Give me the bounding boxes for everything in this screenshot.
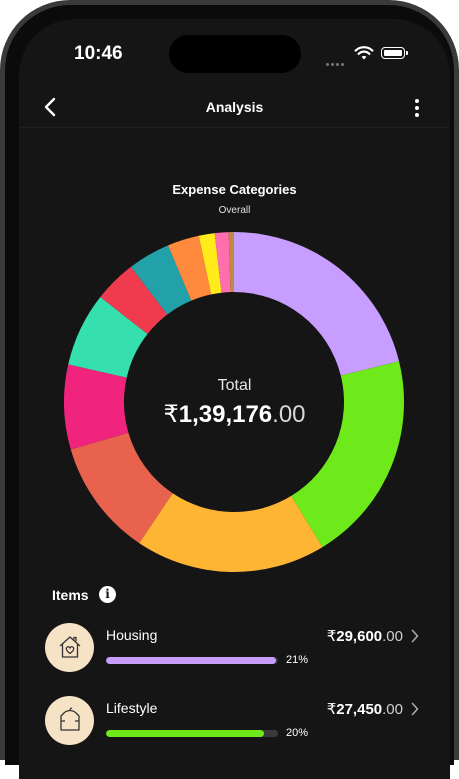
item-currency: ₹ bbox=[326, 628, 337, 645]
donut-slice-12[interactable] bbox=[228, 232, 234, 293]
nav-bar: Analysis bbox=[19, 89, 450, 128]
status-bar: 10:46 bbox=[19, 19, 450, 89]
progress-bar bbox=[106, 730, 278, 737]
donut-slice-5[interactable] bbox=[64, 364, 129, 450]
item-currency: ₹ bbox=[326, 701, 337, 718]
donut-slice-11[interactable] bbox=[214, 232, 231, 293]
shirt-icon bbox=[60, 707, 80, 731]
phone-bezel: 10:46 Analysis Expense Categories Overal… bbox=[5, 5, 454, 779]
donut-slice-8[interactable] bbox=[130, 245, 192, 315]
chart-title: Expense Categories bbox=[172, 182, 297, 197]
donut-slice-7[interactable] bbox=[100, 266, 168, 335]
item-amount: ₹27,450.00 bbox=[327, 700, 403, 718]
item-amount-integer: 29,600 bbox=[336, 628, 383, 645]
total-integer: 1,39,176 bbox=[178, 401, 273, 428]
progress-bar bbox=[106, 657, 278, 664]
donut-slice-9[interactable] bbox=[168, 235, 212, 301]
donut-chart[interactable] bbox=[63, 231, 405, 573]
progress-fill bbox=[106, 730, 265, 737]
item-amount-integer: 27,450 bbox=[336, 701, 383, 718]
donut-slice-6[interactable] bbox=[68, 296, 148, 378]
item-name: Housing bbox=[106, 627, 158, 643]
item-percent: 20% bbox=[286, 727, 309, 739]
item-amount: ₹29,600.00 bbox=[327, 627, 403, 645]
screen: 10:46 Analysis Expense Categories Overal… bbox=[19, 19, 450, 779]
progress-fill bbox=[106, 657, 277, 664]
item-amount-decimal: .00 bbox=[382, 628, 403, 645]
dynamic-island bbox=[169, 35, 301, 73]
donut-slice-3[interactable] bbox=[139, 493, 323, 572]
list-item-housing[interactable]: Housing ₹29,600.00 21% bbox=[19, 623, 450, 683]
item-name: Lifestyle bbox=[106, 700, 158, 716]
chevron-right-icon[interactable] bbox=[410, 629, 420, 643]
donut-slice-1[interactable] bbox=[234, 232, 400, 376]
signal-icon bbox=[326, 53, 346, 71]
total-decimal: .00 bbox=[272, 401, 306, 428]
chart-subtitle: Overall bbox=[218, 205, 251, 216]
more-menu-icon[interactable] bbox=[411, 99, 423, 119]
list-item-lifestyle[interactable]: Lifestyle ₹27,450.00 20% bbox=[19, 696, 450, 756]
chevron-right-icon[interactable] bbox=[410, 702, 420, 716]
donut-slice-4[interactable] bbox=[70, 432, 173, 544]
total-currency: ₹ bbox=[163, 401, 179, 428]
avatar bbox=[45, 623, 94, 672]
total-label: Total bbox=[217, 377, 252, 394]
item-percent: 21% bbox=[286, 654, 309, 666]
battery-icon bbox=[381, 47, 408, 59]
item-amount-decimal: .00 bbox=[382, 701, 403, 718]
house-icon bbox=[59, 636, 81, 658]
back-arrow-icon[interactable] bbox=[41, 97, 61, 117]
donut-slice-10[interactable] bbox=[198, 233, 222, 295]
wifi-icon bbox=[354, 46, 374, 60]
avatar bbox=[45, 696, 94, 745]
status-time: 10:46 bbox=[74, 43, 123, 64]
donut-slice-2[interactable] bbox=[291, 361, 404, 548]
items-heading: Items bbox=[52, 587, 89, 603]
info-icon[interactable]: i bbox=[99, 586, 116, 603]
page-title: Analysis bbox=[205, 99, 264, 115]
total-value: ₹1,39,176.00 bbox=[19, 400, 450, 429]
